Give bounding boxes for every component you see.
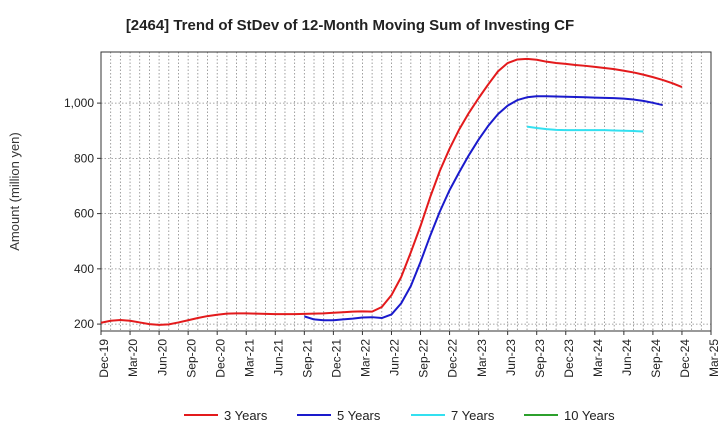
x-tick-label: Sep-24 [649,339,663,378]
x-tick-label: Sep-22 [417,339,431,378]
x-tick-label: Sep-21 [301,339,315,378]
x-tick-label: Jun-24 [620,339,634,376]
x-tick-label: Dec-21 [330,339,344,378]
x-tick-label: Sep-23 [533,339,547,378]
y-axis-label: Amount (million yen) [7,132,22,251]
x-tick-label: Mar-23 [475,339,489,377]
legend-label: 3 Years [224,408,268,423]
series-lines [100,57,683,326]
series-line-5-years [304,95,663,322]
x-tick-label: Dec-23 [562,339,576,378]
x-tick-label: Mar-20 [126,339,140,377]
x-axis: Dec-19 Mar-20 Jun-20 Sep-20 Dec-20 Mar-21 Jun-… [97,331,720,378]
x-tick-label: Mar-21 [242,339,256,377]
x-tick-label: Dec-24 [678,339,692,378]
plot-area [100,51,712,332]
x-tick-label: Dec-22 [446,339,460,378]
x-tick-label: Dec-19 [97,339,111,378]
gridlines [101,52,711,331]
legend-label: 10 Years [564,408,615,423]
chart-title: [2464] Trend of StDev of 12-Month Moving… [126,17,574,34]
legend: 3 Years 5 Years 7 Years 10 Years [184,408,615,423]
y-tick-label: 800 [74,151,94,165]
x-tick-label: Jun-22 [388,339,402,376]
y-tick-label: 200 [74,317,94,331]
series-line-3-years [100,57,683,326]
x-tick-label: Sep-20 [184,339,198,378]
y-tick-label: 600 [74,207,94,221]
x-tick-label: Mar-22 [359,339,373,377]
x-tick-label: Mar-25 [707,339,720,377]
legend-label: 5 Years [337,408,381,423]
x-tick-label: Jun-20 [155,339,169,376]
x-tick-label: Jun-21 [271,339,285,376]
y-tick-label: 400 [74,262,94,276]
series-line-7-years [526,125,644,133]
y-axis: 200 400 600 800 1,000 [64,96,101,331]
y-tick-label: 1,000 [64,96,94,110]
x-tick-label: Dec-20 [213,339,227,378]
x-tick-label: Jun-23 [504,339,518,376]
legend-label: 7 Years [451,408,495,423]
x-tick-label: Mar-24 [591,339,605,377]
